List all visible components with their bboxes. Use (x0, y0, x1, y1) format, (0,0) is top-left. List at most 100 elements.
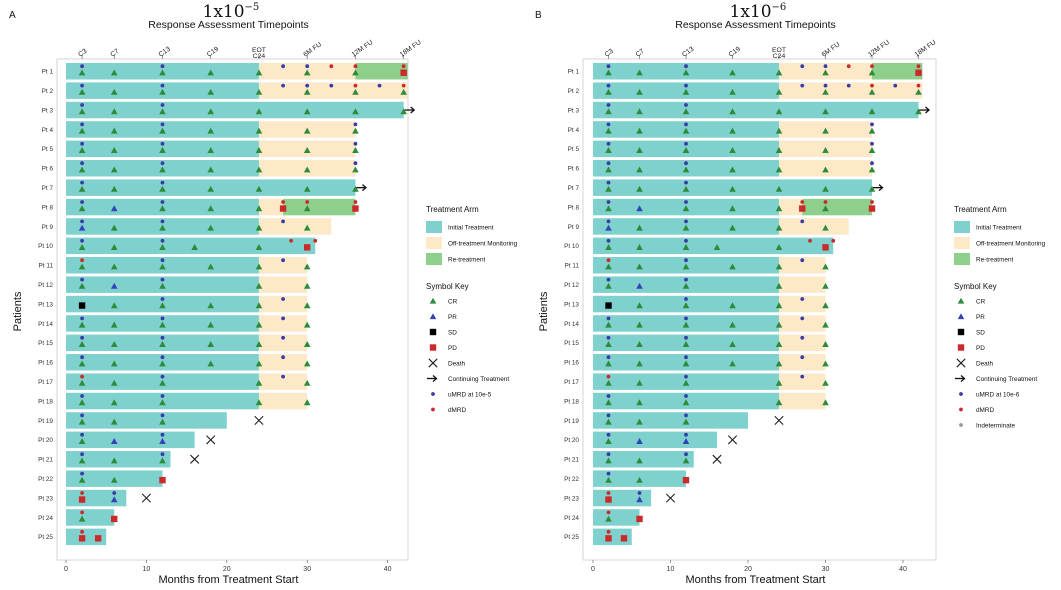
legend-label: PR (976, 314, 985, 321)
arrow-head (878, 184, 884, 192)
title-exponent: −5 (245, 2, 260, 13)
legend-symbol (431, 392, 435, 396)
marker-cr (775, 147, 783, 153)
marker-dmrd (831, 238, 836, 243)
marker-umrd (800, 316, 805, 321)
marker-umrd (80, 471, 84, 476)
legend-label: Re-treatment (976, 257, 1014, 264)
marker-dmrd (329, 64, 334, 69)
bar-off-treatment (779, 218, 849, 235)
marker-cr (159, 185, 166, 192)
marker-cr (159, 108, 166, 115)
timepoint-label: 6M FU (302, 41, 323, 58)
marker-cr (775, 263, 783, 270)
marker-umrd (684, 83, 688, 88)
marker-cr (682, 302, 690, 309)
marker-umrd (80, 83, 84, 88)
marker-cr (636, 127, 643, 134)
death-stroke (254, 415, 264, 426)
marker-cr (255, 282, 263, 289)
marker-cr (682, 341, 690, 347)
marker-cr (255, 224, 263, 231)
marker-cr (729, 108, 736, 115)
marker-cr (775, 69, 783, 76)
death-stroke (727, 435, 738, 445)
legend-symbol (429, 313, 437, 320)
marker-umrd (606, 122, 611, 127)
marker-cr (207, 127, 215, 134)
marker-dmrd (846, 64, 851, 69)
patient-row: Pt 25 (564, 528, 632, 546)
marker-umrd (305, 64, 310, 69)
marker-umrd (684, 180, 688, 185)
marker-umrd (606, 200, 611, 204)
patient-label: Pt 10 (564, 243, 579, 250)
marker-umrd (80, 452, 84, 457)
marker-dmrd (353, 200, 358, 204)
legend-symbol (959, 392, 963, 396)
marker-dmrd (606, 510, 611, 515)
patient-row: Pt 19 (38, 412, 264, 429)
patient-row: Pt 24 (38, 509, 118, 526)
marker-cr (822, 399, 829, 406)
marker-umrd (281, 374, 285, 379)
bar-off-treatment (779, 276, 826, 293)
marker-cr (159, 282, 166, 289)
marker-umrd (870, 141, 874, 146)
marker-cr (775, 360, 783, 367)
patient-row: Pt 3 (568, 101, 930, 119)
marker-umrd (329, 83, 334, 88)
marker-cr (110, 127, 118, 134)
patient-label: Pt 9 (568, 224, 580, 231)
marker-cr (682, 88, 690, 95)
bar-off-treatment (258, 315, 308, 332)
marker-pd (822, 244, 829, 251)
bar-off-treatment (779, 82, 923, 99)
bar-initial-treatment (66, 237, 316, 255)
patient-label: Pt 17 (38, 379, 53, 386)
arrow-head (362, 184, 367, 192)
marker-cr (605, 360, 612, 367)
marker-cr (605, 127, 612, 134)
marker-umrd (684, 452, 688, 457)
marker-pd (94, 535, 102, 542)
bar-off-treatment (779, 392, 826, 410)
timepoint-label: EOT (772, 47, 786, 54)
legend-label: dMRD (976, 407, 994, 414)
marker-umrd (606, 471, 611, 476)
marker-cr (207, 302, 215, 309)
patient-row: Pt 11 (39, 257, 311, 274)
marker-umrd (160, 103, 165, 107)
marker-dmrd (353, 64, 358, 69)
marker-cr (775, 399, 783, 406)
bar-off-treatment (258, 198, 284, 216)
marker-cr (110, 69, 118, 76)
marker-cr (303, 69, 311, 76)
panel-letter: B (535, 10, 542, 21)
marker-umrd (160, 238, 165, 243)
marker-cr (822, 302, 829, 309)
death-stroke (190, 454, 200, 464)
marker-cr (255, 399, 263, 406)
marker-umrd (160, 122, 165, 127)
marker-pd (279, 205, 287, 212)
marker-cr (729, 205, 736, 212)
marker-umrd (80, 355, 84, 360)
patient-row: Pt 20 (38, 431, 216, 449)
bar-re-treatment (802, 198, 872, 216)
legend-label: uMRD at 10e-6 (976, 392, 1020, 399)
marker-cr (159, 205, 166, 212)
marker-cr (352, 185, 359, 192)
bar-off-treatment (258, 392, 308, 410)
marker-cr (159, 127, 166, 134)
marker-cr (682, 166, 690, 173)
marker-cr (110, 166, 118, 173)
bar-initial-treatment (66, 431, 195, 449)
marker-umrd (281, 297, 285, 301)
legend-symbol (429, 328, 437, 336)
patient-row: Pt 20 (564, 431, 738, 449)
marker-umrd (606, 219, 611, 224)
marker-cr (303, 341, 311, 347)
marker-cr (605, 185, 612, 192)
marker-cr (636, 379, 643, 386)
